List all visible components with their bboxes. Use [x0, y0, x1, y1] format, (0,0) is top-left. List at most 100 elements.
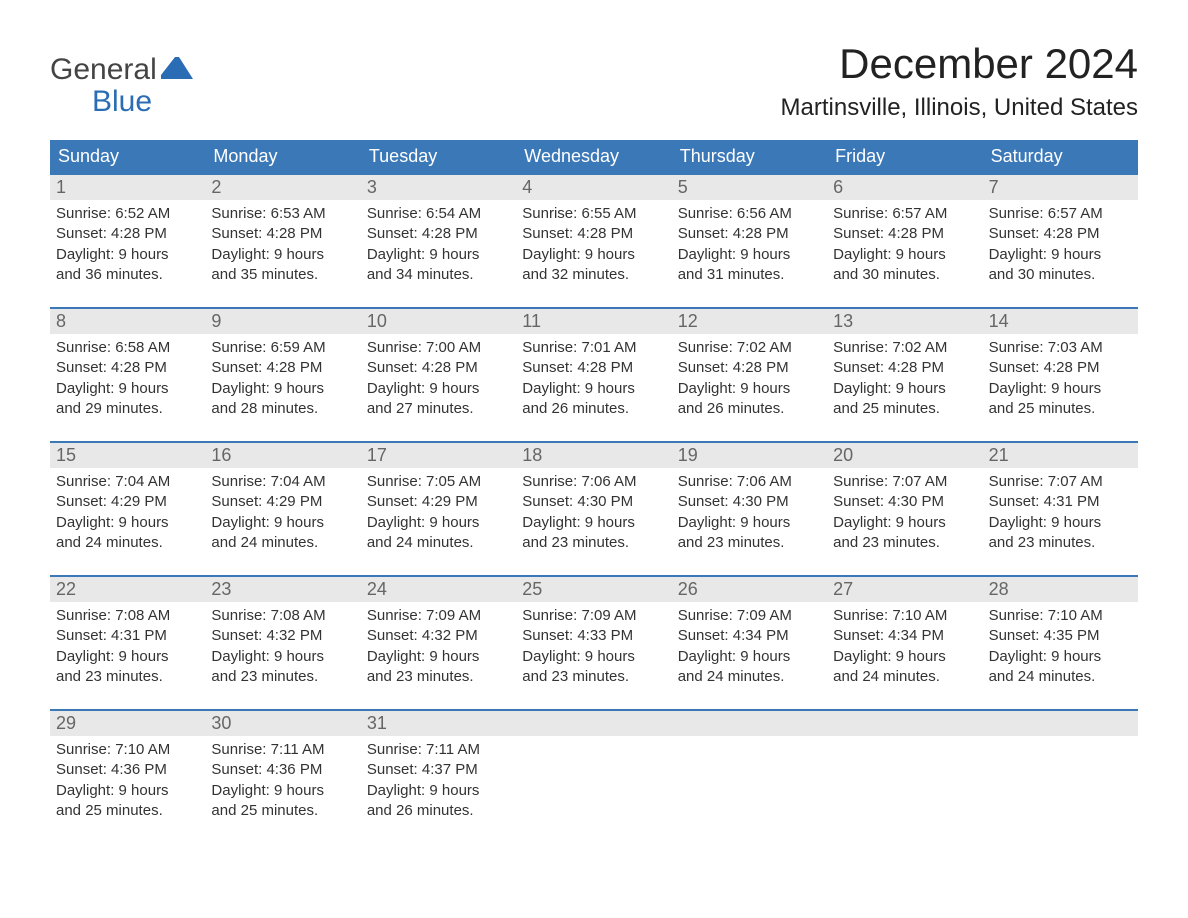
sunrise-line: Sunrise: 7:05 AM — [367, 472, 510, 492]
sunrise-line: Sunrise: 7:07 AM — [833, 472, 976, 492]
day-number: 26 — [672, 577, 827, 602]
location: Martinsville, Illinois, United States — [781, 94, 1138, 122]
day-cell: Sunrise: 7:11 AMSunset: 4:37 PMDaylight:… — [361, 736, 516, 827]
daylight-line2: and 29 minutes. — [56, 399, 199, 419]
daylight-line1: Daylight: 9 hours — [367, 647, 510, 667]
sunrise-line: Sunrise: 7:11 AM — [367, 740, 510, 760]
sunrise-line: Sunrise: 7:11 AM — [211, 740, 354, 760]
day-cell: Sunrise: 6:54 AMSunset: 4:28 PMDaylight:… — [361, 200, 516, 291]
daylight-line2: and 35 minutes. — [211, 265, 354, 285]
sunrise-line: Sunrise: 6:59 AM — [211, 338, 354, 358]
daylight-line1: Daylight: 9 hours — [211, 781, 354, 801]
sunrise-line: Sunrise: 6:57 AM — [989, 204, 1132, 224]
daylight-line2: and 23 minutes. — [522, 667, 665, 687]
daylight-line2: and 36 minutes. — [56, 265, 199, 285]
calendar-week: 22232425262728Sunrise: 7:08 AMSunset: 4:… — [50, 575, 1138, 693]
sunrise-line: Sunrise: 7:08 AM — [56, 606, 199, 626]
day-cell: Sunrise: 7:07 AMSunset: 4:30 PMDaylight:… — [827, 468, 982, 559]
day-number — [516, 711, 671, 736]
header: General Blue December 2024 Martinsville,… — [50, 40, 1138, 122]
sunrise-line: Sunrise: 6:53 AM — [211, 204, 354, 224]
day-cell: Sunrise: 7:11 AMSunset: 4:36 PMDaylight:… — [205, 736, 360, 827]
sunrise-line: Sunrise: 6:55 AM — [522, 204, 665, 224]
daylight-line2: and 31 minutes. — [678, 265, 821, 285]
sunrise-line: Sunrise: 7:03 AM — [989, 338, 1132, 358]
sunrise-line: Sunrise: 7:10 AM — [989, 606, 1132, 626]
daynum-row: 15161718192021 — [50, 443, 1138, 468]
day-number: 10 — [361, 309, 516, 334]
daylight-line1: Daylight: 9 hours — [522, 379, 665, 399]
calendar-week: 891011121314Sunrise: 6:58 AMSunset: 4:28… — [50, 307, 1138, 425]
day-cell: Sunrise: 6:53 AMSunset: 4:28 PMDaylight:… — [205, 200, 360, 291]
day-cell: Sunrise: 7:10 AMSunset: 4:35 PMDaylight:… — [983, 602, 1138, 693]
sunset-line: Sunset: 4:30 PM — [678, 492, 821, 512]
sunrise-line: Sunrise: 7:07 AM — [989, 472, 1132, 492]
sunset-line: Sunset: 4:34 PM — [678, 626, 821, 646]
sunset-line: Sunset: 4:28 PM — [833, 358, 976, 378]
sunset-line: Sunset: 4:28 PM — [678, 358, 821, 378]
sunset-line: Sunset: 4:30 PM — [833, 492, 976, 512]
day-number: 12 — [672, 309, 827, 334]
day-cell: Sunrise: 7:00 AMSunset: 4:28 PMDaylight:… — [361, 334, 516, 425]
day-cell — [983, 736, 1138, 827]
day-header-mon: Monday — [205, 140, 360, 173]
sunset-line: Sunset: 4:28 PM — [211, 358, 354, 378]
day-number: 28 — [983, 577, 1138, 602]
daylight-line2: and 30 minutes. — [833, 265, 976, 285]
daylight-line1: Daylight: 9 hours — [211, 379, 354, 399]
day-header-thu: Thursday — [672, 140, 827, 173]
daylight-line1: Daylight: 9 hours — [211, 245, 354, 265]
day-cell: Sunrise: 6:52 AMSunset: 4:28 PMDaylight:… — [50, 200, 205, 291]
day-header-sun: Sunday — [50, 140, 205, 173]
daylight-line1: Daylight: 9 hours — [367, 245, 510, 265]
sunset-line: Sunset: 4:36 PM — [56, 760, 199, 780]
day-number: 25 — [516, 577, 671, 602]
sunset-line: Sunset: 4:28 PM — [211, 224, 354, 244]
daylight-line1: Daylight: 9 hours — [522, 245, 665, 265]
day-cell: Sunrise: 6:59 AMSunset: 4:28 PMDaylight:… — [205, 334, 360, 425]
daylight-line1: Daylight: 9 hours — [522, 647, 665, 667]
daylight-line1: Daylight: 9 hours — [56, 245, 199, 265]
daynum-row: 891011121314 — [50, 309, 1138, 334]
sunrise-line: Sunrise: 7:02 AM — [833, 338, 976, 358]
day-number — [983, 711, 1138, 736]
day-cell: Sunrise: 7:09 AMSunset: 4:32 PMDaylight:… — [361, 602, 516, 693]
day-number: 20 — [827, 443, 982, 468]
day-number: 2 — [205, 175, 360, 200]
calendar-week: 293031Sunrise: 7:10 AMSunset: 4:36 PMDay… — [50, 709, 1138, 827]
day-headers: Sunday Monday Tuesday Wednesday Thursday… — [50, 140, 1138, 173]
day-number: 23 — [205, 577, 360, 602]
day-cell: Sunrise: 7:08 AMSunset: 4:31 PMDaylight:… — [50, 602, 205, 693]
daylight-line2: and 24 minutes. — [56, 533, 199, 553]
daylight-line2: and 23 minutes. — [678, 533, 821, 553]
daylight-line2: and 34 minutes. — [367, 265, 510, 285]
day-cell: Sunrise: 7:02 AMSunset: 4:28 PMDaylight:… — [827, 334, 982, 425]
daylight-line2: and 24 minutes. — [211, 533, 354, 553]
daylight-line1: Daylight: 9 hours — [56, 379, 199, 399]
daylight-line2: and 32 minutes. — [522, 265, 665, 285]
daylight-line1: Daylight: 9 hours — [367, 379, 510, 399]
sunset-line: Sunset: 4:28 PM — [522, 358, 665, 378]
sunrise-line: Sunrise: 7:09 AM — [522, 606, 665, 626]
day-cell: Sunrise: 7:06 AMSunset: 4:30 PMDaylight:… — [516, 468, 671, 559]
day-cell: Sunrise: 6:55 AMSunset: 4:28 PMDaylight:… — [516, 200, 671, 291]
daylight-line2: and 24 minutes. — [833, 667, 976, 687]
daylight-line1: Daylight: 9 hours — [678, 513, 821, 533]
day-number — [827, 711, 982, 736]
day-header-sat: Saturday — [983, 140, 1138, 173]
weeks-container: 1234567Sunrise: 6:52 AMSunset: 4:28 PMDa… — [50, 173, 1138, 827]
day-number: 15 — [50, 443, 205, 468]
daylight-line2: and 28 minutes. — [211, 399, 354, 419]
day-cell — [672, 736, 827, 827]
sunrise-line: Sunrise: 7:09 AM — [678, 606, 821, 626]
daylight-line1: Daylight: 9 hours — [367, 781, 510, 801]
daylight-line2: and 24 minutes. — [367, 533, 510, 553]
day-cell: Sunrise: 6:57 AMSunset: 4:28 PMDaylight:… — [827, 200, 982, 291]
sunrise-line: Sunrise: 7:02 AM — [678, 338, 821, 358]
day-cell: Sunrise: 7:01 AMSunset: 4:28 PMDaylight:… — [516, 334, 671, 425]
sunset-line: Sunset: 4:28 PM — [367, 224, 510, 244]
day-cell: Sunrise: 7:02 AMSunset: 4:28 PMDaylight:… — [672, 334, 827, 425]
day-cell: Sunrise: 7:10 AMSunset: 4:34 PMDaylight:… — [827, 602, 982, 693]
daylight-line2: and 23 minutes. — [833, 533, 976, 553]
daylight-line2: and 24 minutes. — [989, 667, 1132, 687]
